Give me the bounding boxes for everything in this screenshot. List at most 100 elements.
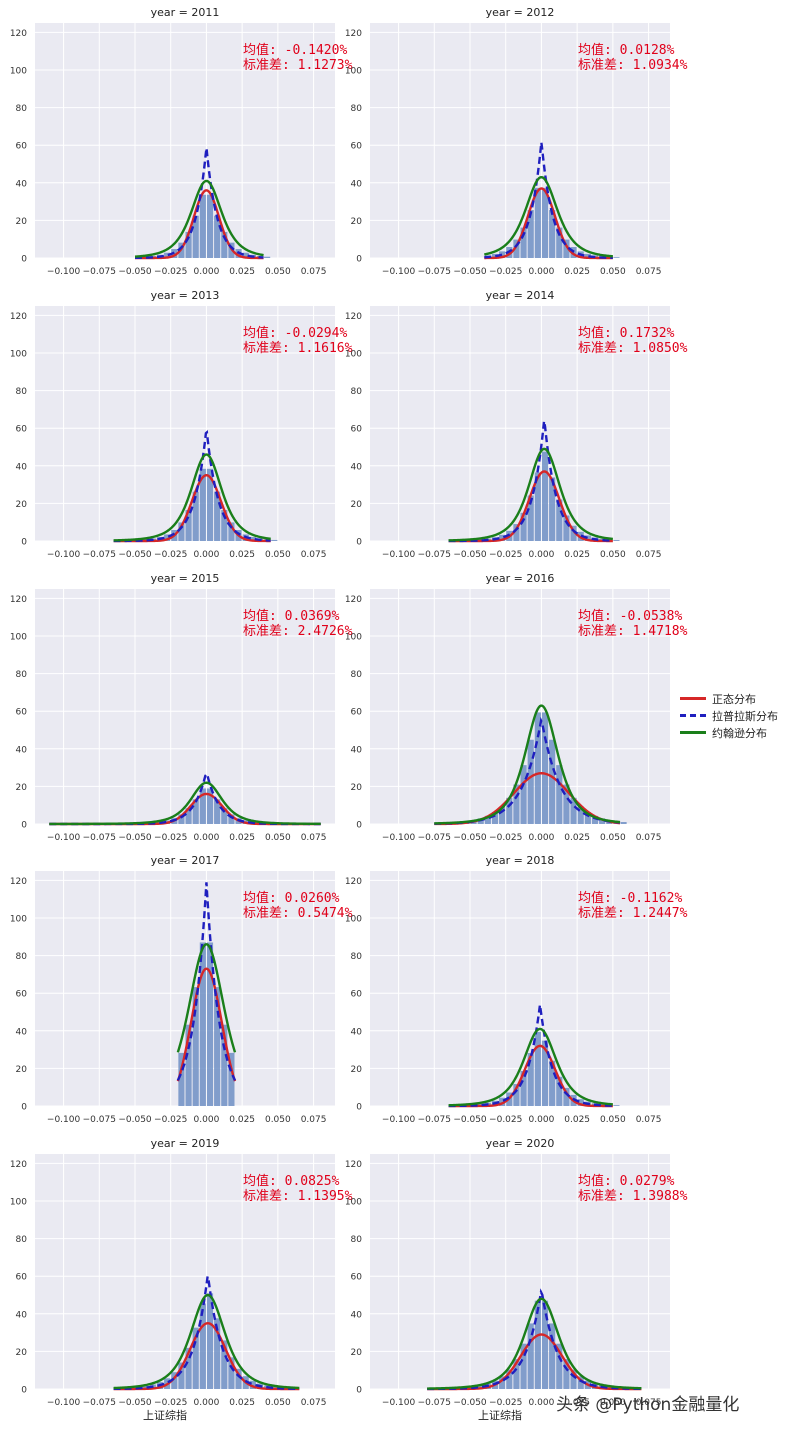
x-tick-label: 0.075 (636, 833, 662, 843)
johnson-curve (448, 447, 613, 542)
y-tick-label: 100 (345, 1198, 362, 1208)
x-tick-label: 0.000 (529, 267, 555, 277)
laplace-curve (134, 147, 264, 260)
hist-bar (541, 1300, 549, 1389)
hist-bar (534, 472, 541, 541)
x-tick-label: 0.000 (194, 550, 220, 560)
y-tick-label: 80 (351, 387, 363, 397)
plot-background (370, 23, 670, 258)
hist-bar (206, 468, 214, 541)
mean-annotation: 均值: 0.0128% (578, 42, 675, 58)
x-tick-label: −0.100 (382, 550, 416, 560)
hist-bar (199, 942, 206, 1106)
x-tick-label: 0.025 (564, 833, 590, 843)
laplace-curve (113, 430, 271, 543)
x-tick-label: 0.000 (529, 550, 555, 560)
x-axis-label: 上证综指 (143, 1408, 187, 1422)
panel-title: year = 2020 (486, 1137, 555, 1150)
x-tick-label: 0.000 (529, 1398, 555, 1408)
hist-bar (178, 1362, 185, 1389)
x-tick-label: 0.000 (194, 267, 220, 277)
y-tick-label: 0 (21, 1386, 27, 1396)
hist-bar (271, 539, 278, 541)
hist-bar (506, 1369, 513, 1389)
hist-bar (556, 499, 563, 541)
hist-bar (242, 252, 249, 258)
panel-2012: 0 20 40 60 80 100 120 −0.100 −0.075 −0.050 −0.025 0… (345, 6, 688, 277)
hist-bar (613, 540, 620, 541)
hist-bar (178, 814, 185, 824)
x-tick-label: −0.025 (154, 267, 187, 277)
x-tick-label: −0.075 (418, 833, 451, 843)
hist-bar (185, 1347, 192, 1389)
x-tick-label: −0.075 (418, 1398, 451, 1408)
hist-bar (520, 1343, 527, 1389)
hist-bar (499, 251, 506, 258)
x-tick-label: 0.025 (564, 1115, 590, 1125)
y-tick-label: 0 (356, 255, 362, 265)
hist-bar (541, 712, 549, 824)
legend-swatch-normal (680, 697, 706, 700)
legend-label-laplace: 拉普拉斯分布 (712, 709, 778, 723)
hist-bar (527, 1323, 534, 1389)
std-annotation: 标准差: 1.0934% (578, 58, 688, 73)
y-tick-label: 120 (345, 595, 362, 605)
hist-bar (214, 987, 221, 1106)
hist-bar (185, 1024, 192, 1106)
x-tick-label: 0.025 (229, 833, 255, 843)
y-tick-label: 0 (356, 538, 362, 548)
hist-bar (613, 257, 620, 258)
x-tick-label: 0.000 (529, 1115, 555, 1125)
std-annotation: 标准差: 1.0850% (578, 341, 688, 356)
hist-bar (541, 451, 549, 541)
mean-annotation: 均值: -0.0294% (243, 325, 347, 341)
hist-bar (228, 814, 235, 824)
laplace-curve (113, 1276, 300, 1391)
legend-item-johnson: 约翰逊分布 (680, 724, 778, 741)
y-tick-label: 80 (16, 104, 28, 114)
x-tick-label: 0.050 (600, 550, 626, 560)
x-tick-label: 0.025 (229, 1398, 255, 1408)
y-tick-label: 40 (351, 1027, 363, 1037)
legend-label-johnson: 约翰逊分布 (712, 726, 767, 740)
hist-bar (171, 1372, 178, 1389)
hist-bar (214, 799, 221, 824)
y-tick-label: 20 (351, 500, 363, 510)
hist-bar (570, 797, 577, 824)
y-tick-label: 80 (351, 670, 363, 680)
y-tick-label: 20 (351, 1348, 363, 1358)
y-tick-label: 40 (16, 745, 28, 755)
x-tick-label: −0.025 (154, 1398, 187, 1408)
x-tick-label: 0.075 (301, 1398, 327, 1408)
mean-annotation: 均值: 0.0260% (243, 890, 340, 906)
hist-bar (527, 495, 534, 541)
y-tick-label: 20 (351, 783, 363, 793)
std-annotation: 标准差: 1.4718% (578, 624, 688, 639)
x-tick-label: −0.025 (489, 833, 522, 843)
johnson-curve (434, 704, 621, 825)
x-tick-label: −0.075 (418, 550, 451, 560)
hist-bar (527, 1053, 534, 1106)
y-tick-label: 20 (351, 1065, 363, 1075)
y-tick-label: 120 (10, 1160, 27, 1170)
y-tick-label: 20 (16, 1065, 28, 1075)
std-annotation: 标准差: 1.1395% (243, 1189, 353, 1204)
x-tick-label: −0.025 (489, 267, 522, 277)
x-axis-label: 上证综指 (478, 1408, 522, 1422)
hist-bar (164, 534, 171, 541)
plot-background (35, 23, 335, 258)
x-tick-label: −0.075 (83, 267, 116, 277)
hist-bar (549, 1323, 556, 1389)
panel-title: year = 2012 (486, 6, 555, 19)
hist-bar (520, 227, 527, 258)
hist-bar (520, 512, 527, 541)
y-tick-label: 0 (21, 1103, 27, 1113)
hist-bar (513, 524, 520, 541)
hist-bar (563, 515, 570, 541)
y-tick-label: 80 (16, 670, 28, 680)
hist-bar (185, 231, 192, 258)
y-tick-label: 20 (16, 217, 28, 227)
x-tick-label: 0.025 (229, 550, 255, 560)
laplace-curve (448, 420, 613, 543)
panel-title: year = 2018 (486, 854, 555, 867)
